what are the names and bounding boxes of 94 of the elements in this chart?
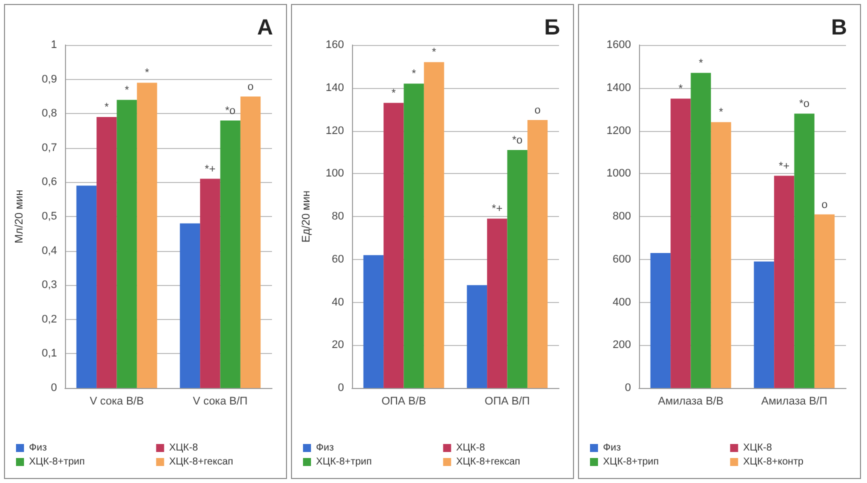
bar [116,100,137,388]
y-tick-label: 120 [326,124,344,137]
y-tick-label: 0 [338,382,344,394]
data-label: *o [799,98,810,110]
bar [136,82,158,388]
y-tick-label: 20 [332,339,344,352]
data-label: o [247,80,254,93]
bar [220,120,240,388]
x-tick-label: ОПА В/В [381,396,426,408]
data-label: *+ [492,203,503,216]
x-tick-label: Амилаза В/П [761,396,828,408]
y-tick-label: 0 [624,382,631,394]
bar [240,96,261,388]
chart-title: В [831,14,848,40]
x-tick-label: Амилаза В/В [658,396,724,408]
data-label: * [432,46,437,59]
data-label: * [144,67,150,80]
y-tick-label: 0,6 [42,176,57,188]
legend-label: Физ [316,442,334,454]
y-tick-label: 0,5 [42,210,57,222]
data-label: *+ [204,163,216,176]
legend-label: ХЦК-8+трип [29,456,85,468]
y-tick-label: 0,1 [42,348,57,360]
bar [466,285,488,388]
legend-label: ХЦК-8 [456,442,486,454]
data-label: *o [225,104,236,117]
data-label: * [104,102,110,114]
legend-label: ХЦК-8 [743,442,772,454]
y-axis-title: Ед/20 мин [300,190,312,242]
bar [200,178,220,388]
y-tick-label: 1400 [606,82,631,94]
bar [670,98,691,388]
y-tick-label: 80 [332,210,344,222]
legend-label: ХЦК-8+гексап [456,456,520,468]
bar [384,102,404,388]
y-tick-label: 160 [326,39,344,51]
y-tick-label: 40 [332,296,344,308]
y-tick-label: 0,9 [42,73,57,86]
y-tick-label: 1200 [606,124,631,137]
y-tick-label: 0 [50,382,57,394]
x-tick-label: ОПА В/П [484,396,530,408]
bar [710,122,732,388]
bar [363,255,384,388]
y-tick-label: 0,3 [42,279,57,292]
y-tick-label: 1600 [606,39,631,51]
bar [180,223,200,388]
y-tick-label: 0,7 [42,142,57,154]
bar [424,62,444,388]
data-label: o [821,198,828,211]
data-label: * [124,84,130,96]
y-axis-title: Мл/20 мин [14,190,26,244]
legend-label: ХЦК-8 [169,442,198,454]
chart-title: А [257,14,274,40]
data-label: * [698,57,704,70]
data-label: * [718,106,724,119]
bar [814,214,835,388]
legend-label: ХЦК-8+контр [743,456,804,468]
y-tick-label: 1000 [606,168,631,180]
data-label: o [534,104,541,117]
data-label: *+ [778,160,790,172]
bar [650,252,671,388]
bar [507,150,528,388]
legend-label: ХЦК-8+трип [316,456,372,468]
data-label: * [412,68,417,80]
y-tick-label: 100 [326,168,344,180]
bar [527,120,548,388]
data-label: * [392,87,397,100]
y-tick-label: 140 [326,82,344,94]
data-label: *o [512,134,523,147]
y-tick-label: 200 [612,339,631,352]
bar [690,72,711,388]
y-tick-label: 0,2 [42,313,57,326]
bar [76,186,97,388]
x-tick-label: V сока В/П [192,396,248,408]
y-tick-label: 800 [612,210,631,222]
legend-label: ХЦК-8+гексап [169,456,234,468]
y-tick-label: 1 [50,39,57,51]
bar [794,114,814,388]
legend-label: Физ [29,442,48,454]
bar [96,117,117,388]
y-tick-label: 0,8 [42,108,57,120]
legend-label: ХЦК-8+трип [603,456,659,468]
bar [754,262,774,388]
y-tick-label: 400 [612,296,631,308]
y-tick-label: 60 [332,253,344,266]
y-tick-label: 0,4 [42,244,57,257]
data-label: * [678,83,684,96]
x-tick-label: V сока В/В [90,396,144,408]
y-tick-label: 600 [612,253,631,266]
chart-title: Б [544,14,560,40]
bar [487,218,508,388]
bar [774,176,794,388]
legend-label: Физ [603,442,622,454]
bar [404,84,424,388]
